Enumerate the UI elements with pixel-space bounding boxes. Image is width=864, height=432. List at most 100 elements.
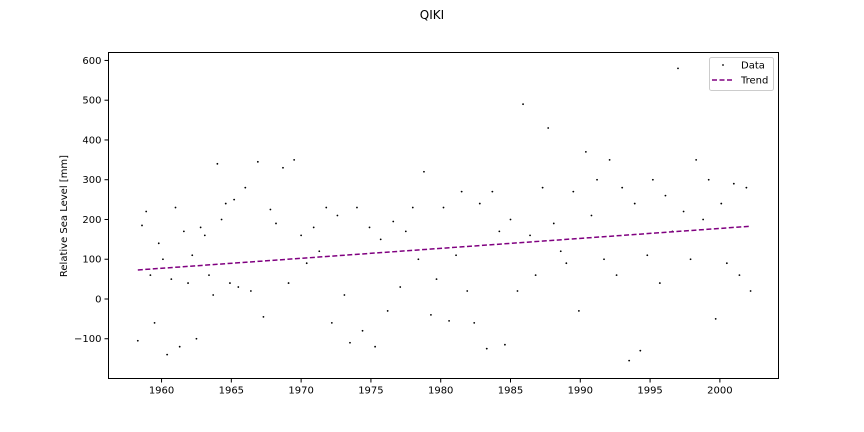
data-point bbox=[707, 178, 710, 181]
legend: Data Trend bbox=[709, 57, 774, 91]
data-point bbox=[145, 210, 148, 213]
x-tick-label: 1985 bbox=[498, 386, 523, 397]
data-point bbox=[478, 202, 481, 205]
data-point bbox=[195, 337, 198, 340]
data-point bbox=[725, 262, 728, 265]
x-tick-label: 1965 bbox=[219, 386, 244, 397]
data-point bbox=[460, 190, 463, 193]
data-point bbox=[702, 218, 705, 221]
data-point bbox=[149, 274, 152, 277]
y-tick-label: 600 bbox=[82, 56, 101, 67]
data-point bbox=[411, 206, 414, 209]
data-point bbox=[203, 234, 206, 237]
data-point bbox=[448, 319, 450, 322]
data-point bbox=[720, 202, 723, 205]
plot-area-frame bbox=[108, 52, 779, 379]
chart-title: QIKI bbox=[420, 8, 444, 22]
data-point bbox=[174, 206, 177, 209]
x-tick-label: 1970 bbox=[288, 386, 313, 397]
x-tick-label: 2000 bbox=[707, 386, 732, 397]
data-point bbox=[162, 258, 164, 261]
data-point bbox=[714, 317, 717, 320]
data-point bbox=[584, 150, 587, 153]
trend-line-group bbox=[137, 225, 751, 271]
data-point bbox=[608, 158, 611, 161]
data-point bbox=[559, 250, 562, 253]
legend-trend-label: Trend bbox=[740, 76, 768, 87]
data-point bbox=[541, 186, 544, 189]
legend-data-label: Data bbox=[741, 61, 765, 72]
x-tick-label: 1960 bbox=[149, 386, 174, 397]
x-tick-label: 1975 bbox=[358, 386, 383, 397]
data-point bbox=[157, 242, 160, 245]
tick-labels: 1960 1965 1970 1975 1980 1985 1990 1995 2000−100… bbox=[74, 56, 733, 397]
data-point bbox=[269, 208, 272, 211]
data-point bbox=[664, 194, 667, 197]
y-tick-label: 400 bbox=[82, 135, 101, 146]
data-point bbox=[153, 321, 156, 324]
data-point bbox=[615, 274, 618, 277]
legend-box bbox=[709, 57, 774, 91]
data-point bbox=[689, 258, 692, 261]
data-point bbox=[491, 190, 494, 193]
data-point bbox=[646, 254, 649, 257]
data-point bbox=[300, 234, 303, 237]
data-point bbox=[547, 127, 550, 129]
data-point bbox=[565, 262, 568, 265]
data-point bbox=[361, 329, 364, 332]
data-point bbox=[473, 321, 476, 324]
data-point bbox=[249, 290, 252, 292]
tick-marks bbox=[104, 59, 721, 383]
y-axis-label: Relative Sea Level [mm] bbox=[59, 155, 70, 277]
data-point bbox=[136, 339, 139, 342]
data-point bbox=[216, 162, 219, 165]
data-point bbox=[516, 290, 519, 292]
data-point bbox=[485, 347, 488, 350]
data-point bbox=[695, 158, 698, 161]
data-point bbox=[343, 294, 346, 296]
data-point bbox=[141, 224, 143, 227]
data-point bbox=[305, 262, 308, 265]
data-point bbox=[325, 206, 328, 209]
data-point bbox=[330, 321, 333, 324]
data-point bbox=[498, 230, 501, 233]
data-point bbox=[170, 278, 173, 281]
data-point bbox=[212, 294, 215, 296]
data-point bbox=[628, 359, 631, 362]
data-point bbox=[318, 250, 321, 253]
data-point bbox=[182, 230, 185, 233]
data-point bbox=[590, 214, 593, 217]
legend-data-marker bbox=[722, 64, 724, 66]
data-point bbox=[356, 206, 358, 209]
data-point bbox=[349, 341, 351, 344]
data-point bbox=[287, 282, 290, 284]
data-point bbox=[577, 310, 580, 312]
x-tick-label: 1980 bbox=[428, 386, 453, 397]
data-point bbox=[166, 353, 169, 356]
data-point bbox=[633, 202, 636, 205]
data-point bbox=[572, 190, 575, 193]
y-tick-label: 300 bbox=[82, 175, 101, 186]
data-point bbox=[374, 345, 377, 348]
data-point bbox=[509, 218, 512, 221]
data-point bbox=[639, 349, 642, 352]
data-point bbox=[529, 234, 531, 237]
data-point bbox=[430, 313, 432, 316]
trend-line bbox=[137, 225, 751, 271]
x-tick-label: 1995 bbox=[637, 386, 662, 397]
data-point bbox=[435, 278, 438, 281]
data-point bbox=[442, 206, 445, 209]
y-tick-label: 100 bbox=[82, 255, 101, 266]
data-point bbox=[732, 182, 735, 185]
data-point bbox=[191, 254, 194, 257]
data-point bbox=[379, 238, 382, 241]
data-point bbox=[749, 290, 752, 292]
y-tick-label: −100 bbox=[74, 334, 101, 345]
data-point bbox=[738, 274, 741, 277]
y-tick-label: 500 bbox=[82, 96, 101, 107]
y-tick-label: 0 bbox=[95, 294, 101, 305]
data-point bbox=[256, 160, 259, 163]
data-point bbox=[677, 67, 679, 70]
data-point bbox=[224, 202, 227, 205]
